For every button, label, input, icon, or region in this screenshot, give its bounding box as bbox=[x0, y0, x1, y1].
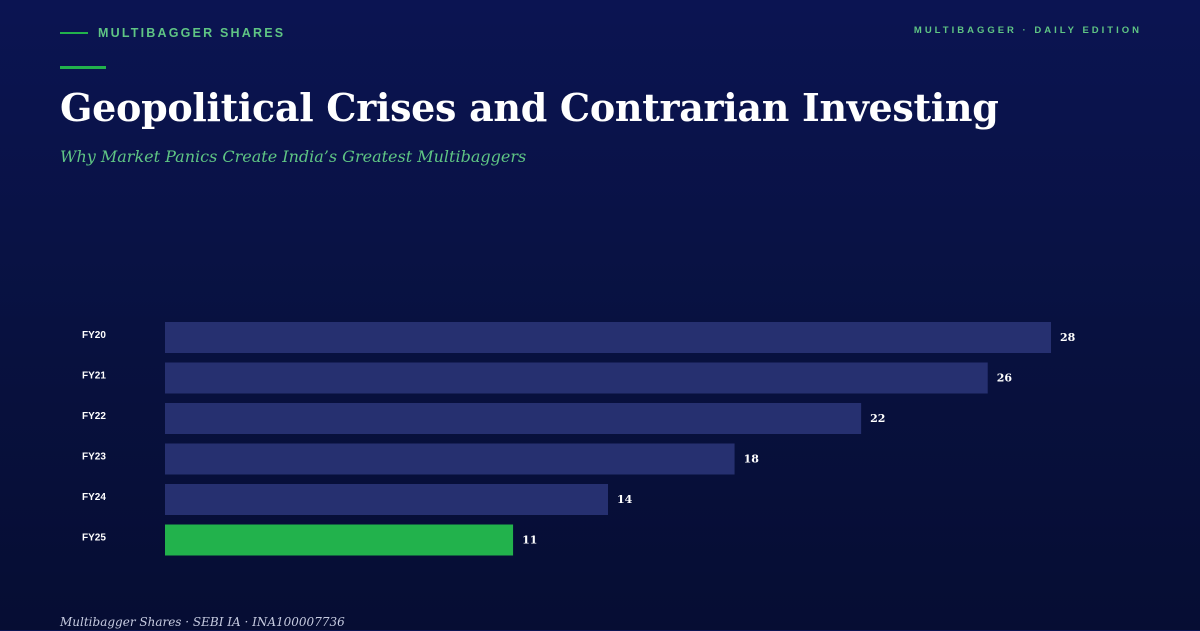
bar-label-fy24: FY24 bbox=[82, 492, 106, 503]
bar-fy22 bbox=[165, 403, 862, 434]
bar-value-fy23: 18 bbox=[744, 453, 760, 466]
bar-label-fy23: FY23 bbox=[82, 452, 106, 463]
bar-label-fy22: FY22 bbox=[82, 411, 106, 422]
section-label: MULTIBAGGER SHARES bbox=[60, 25, 285, 41]
bar-value-fy25: 11 bbox=[522, 534, 537, 547]
footer-credit: Multibagger Shares · SEBI IA · INA100007… bbox=[60, 615, 345, 629]
bar-fy20 bbox=[165, 322, 1051, 353]
bar-fy25 bbox=[165, 524, 514, 556]
page-subtitle: Why Market Panics Create India’s Greates… bbox=[60, 147, 527, 166]
bar-fy21 bbox=[165, 362, 988, 394]
bar-fy23 bbox=[165, 443, 735, 475]
bar-value-fy21: 26 bbox=[997, 372, 1013, 385]
title-accent-bar bbox=[60, 66, 106, 69]
bar-value-fy20: 28 bbox=[1060, 331, 1076, 344]
bar-value-fy24: 14 bbox=[617, 493, 633, 506]
bar-fy24 bbox=[165, 484, 608, 515]
bar-label-fy20: FY20 bbox=[82, 330, 106, 341]
bar-chart: FY20 28 FY21 26 FY22 22 FY23 18 FY24 14 FY25 11 bbox=[82, 322, 1076, 556]
section-label-rule bbox=[60, 32, 88, 34]
bar-label-fy21: FY21 bbox=[82, 371, 106, 382]
edition-label: MULTIBAGGER · DAILY EDITION bbox=[913, 25, 1142, 36]
section-label-text: MULTIBAGGER SHARES bbox=[98, 26, 286, 40]
page-title: Geopolitical Crises and Contrarian Inves… bbox=[60, 85, 999, 130]
bar-value-fy22: 22 bbox=[870, 412, 885, 425]
bar-label-fy25: FY25 bbox=[82, 533, 106, 544]
